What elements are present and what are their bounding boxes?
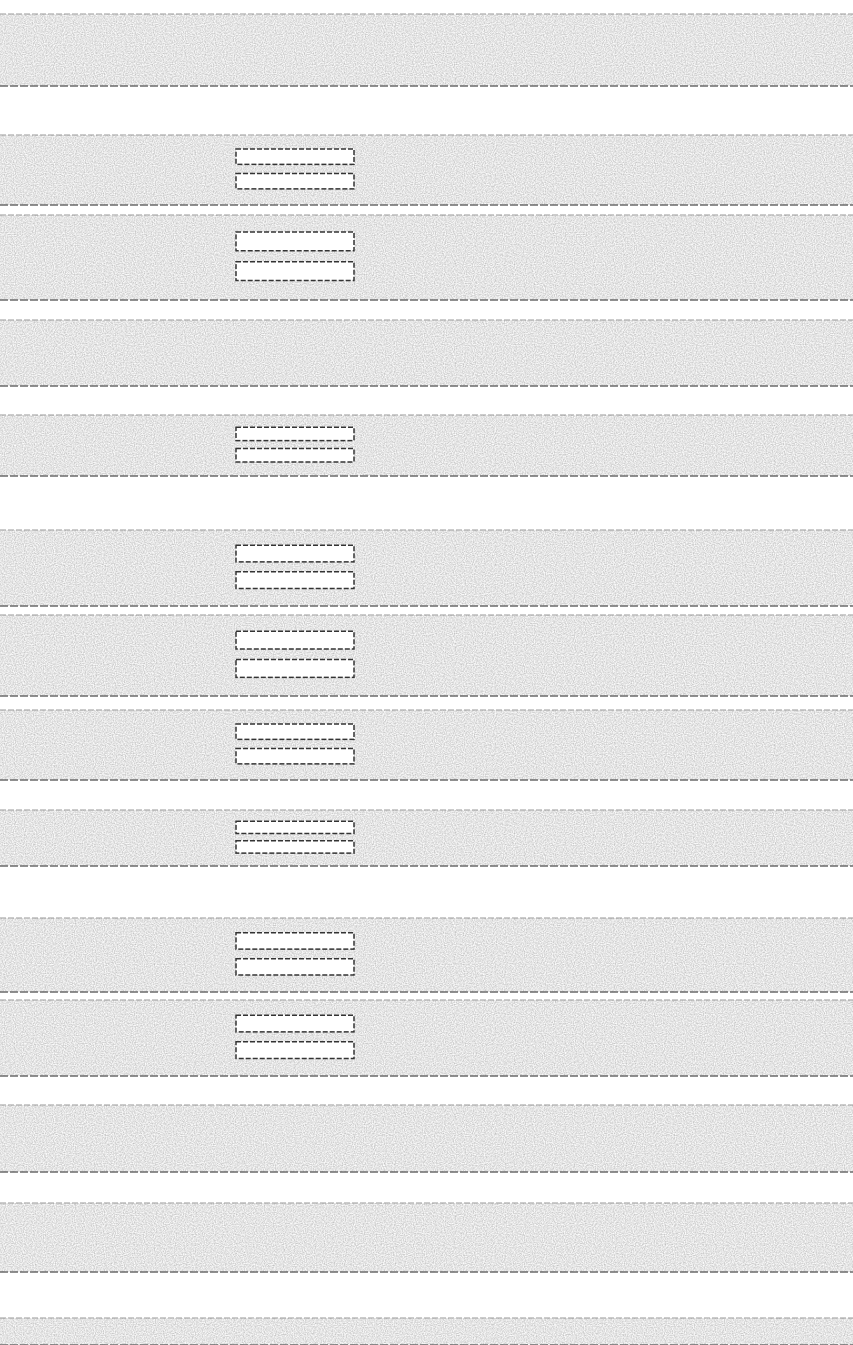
row-fill — [0, 918, 853, 992]
cell-box — [236, 1042, 354, 1059]
cell-box — [236, 232, 354, 251]
row — [0, 1318, 853, 1345]
cell-box — [236, 545, 354, 562]
body: (() => { JSON.parse(document.getElementB… — [0, 0, 853, 1345]
row — [0, 14, 853, 86]
cell-box — [236, 262, 354, 281]
row-fill — [0, 215, 853, 300]
row — [0, 215, 853, 300]
row-fill — [0, 810, 853, 866]
cell-box — [236, 724, 354, 739]
row-fill — [0, 710, 853, 780]
row-fill — [0, 615, 853, 696]
row — [0, 710, 853, 780]
row — [0, 1203, 853, 1272]
cell-box — [236, 572, 354, 589]
row-fill — [0, 1318, 853, 1345]
row-fill — [0, 1105, 853, 1172]
row — [0, 1105, 853, 1172]
row-fill — [0, 1000, 853, 1076]
cell-box — [236, 427, 354, 440]
row — [0, 530, 853, 606]
cell-box — [236, 749, 354, 764]
row-fill — [0, 530, 853, 606]
cell-box — [236, 631, 354, 649]
cell-box — [236, 841, 354, 853]
cell-box — [236, 449, 354, 462]
row — [0, 810, 853, 866]
cell-box — [236, 959, 354, 975]
row-fill — [0, 415, 853, 476]
cell-box — [236, 821, 354, 833]
row-fill — [0, 135, 853, 205]
cell-box — [236, 1015, 354, 1032]
row — [0, 1000, 853, 1076]
row — [0, 615, 853, 696]
row-fill — [0, 320, 853, 386]
cell-box — [236, 933, 354, 949]
page: Screenshot {} html, body { margin: 0; pa… — [0, 0, 853, 1345]
row — [0, 320, 853, 386]
row — [0, 918, 853, 992]
row — [0, 415, 853, 476]
cell-box — [236, 174, 354, 189]
cell-box — [236, 149, 354, 164]
row-fill — [0, 14, 853, 86]
cell-box — [236, 660, 354, 678]
row-fill — [0, 1203, 853, 1272]
row — [0, 135, 853, 205]
screen — [0, 0, 853, 1345]
